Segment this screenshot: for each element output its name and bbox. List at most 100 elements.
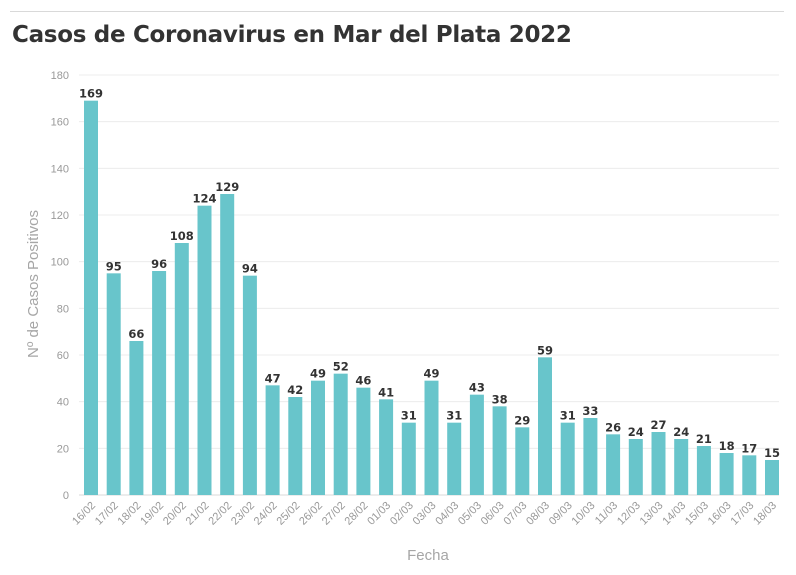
x-tick-label: 03/03 (411, 500, 439, 528)
data-label: 46 (355, 374, 371, 388)
data-label: 43 (469, 381, 485, 395)
bar (84, 100, 98, 496)
x-axis-ticks: 16/0217/0218/0219/0220/0221/0222/0223/02… (70, 500, 779, 528)
bar (106, 273, 121, 495)
top-divider (10, 11, 784, 12)
bar (492, 406, 507, 495)
bar (129, 341, 144, 495)
bar (719, 453, 734, 495)
data-label: 18 (719, 439, 735, 453)
x-tick-label: 24/02 (252, 500, 280, 528)
bar (538, 357, 552, 495)
data-label: 169 (79, 87, 103, 101)
x-tick-label: 12/03 (615, 500, 643, 528)
bar (174, 243, 189, 495)
data-label: 96 (151, 257, 167, 271)
data-label: 52 (333, 360, 349, 374)
data-label: 31 (446, 409, 462, 423)
x-tick-label: 20/02 (161, 500, 189, 528)
bar (152, 271, 167, 495)
bar (628, 439, 643, 495)
x-tick-label: 19/02 (138, 500, 166, 528)
x-tick-label: 23/02 (229, 500, 257, 528)
bar (560, 422, 575, 495)
chart-title: Casos de Coronavirus en Mar del Plata 20… (12, 22, 572, 48)
x-tick-label: 08/03 (524, 500, 552, 528)
bar (333, 373, 348, 495)
data-label: 49 (310, 367, 326, 381)
x-tick-label: 10/03 (570, 500, 598, 528)
data-label: 49 (423, 367, 439, 381)
x-tick-label: 09/03 (547, 500, 575, 528)
y-tick-label: 160 (51, 117, 69, 129)
x-tick-label: 17/02 (93, 500, 121, 528)
data-label: 42 (287, 383, 303, 397)
bar (583, 418, 598, 495)
x-tick-label: 27/02 (320, 500, 348, 528)
data-label: 15 (764, 446, 780, 460)
bar (651, 432, 666, 495)
x-tick-label: 15/03 (683, 500, 711, 528)
data-label: 33 (582, 404, 598, 418)
bar (742, 455, 757, 495)
bar (765, 460, 779, 495)
data-label: 47 (265, 371, 281, 385)
x-tick-label: 18/03 (751, 500, 779, 528)
x-tick-label: 16/02 (70, 500, 98, 528)
data-label: 124 (192, 192, 216, 206)
y-tick-label: 0 (63, 490, 69, 502)
bar (311, 380, 325, 495)
x-tick-label: 13/03 (638, 500, 666, 528)
data-label: 94 (242, 262, 258, 276)
bar (696, 446, 711, 495)
y-tick-label: 140 (51, 163, 69, 175)
bar (356, 387, 371, 495)
data-label: 26 (605, 420, 621, 434)
bar (401, 422, 416, 495)
bar (197, 205, 212, 495)
bar (379, 399, 394, 495)
x-tick-label: 14/03 (660, 500, 688, 528)
y-axis-title: Nº de Casos Positivos (25, 210, 42, 358)
bar (265, 385, 280, 495)
x-tick-label: 28/02 (343, 500, 371, 528)
data-label: 24 (673, 425, 689, 439)
data-label: 38 (492, 392, 508, 406)
data-label: 41 (378, 385, 394, 399)
data-label: 59 (537, 343, 553, 357)
y-axis-ticks: 0 20 40 60 80 100 120 140 160 180 (51, 70, 69, 502)
data-label: 17 (741, 441, 757, 455)
x-tick-label: 26/02 (297, 500, 325, 528)
bar (288, 397, 303, 495)
x-tick-label: 17/03 (728, 500, 756, 528)
data-label: 21 (696, 432, 712, 446)
bar (220, 194, 235, 495)
x-tick-label: 04/03 (433, 500, 461, 528)
x-tick-label: 25/02 (274, 500, 302, 528)
data-label: 95 (106, 259, 122, 273)
x-tick-label: 01/03 (365, 500, 393, 528)
data-label: 29 (514, 413, 530, 427)
x-tick-label: 11/03 (593, 500, 620, 527)
data-label: 66 (128, 327, 144, 341)
x-tick-label: 21/02 (184, 500, 212, 528)
y-tick-label: 40 (57, 397, 69, 409)
x-tick-label: 02/03 (388, 500, 416, 528)
x-tick-label: 16/03 (706, 500, 734, 528)
y-tick-label: 100 (51, 257, 69, 269)
bar (424, 380, 439, 495)
y-tick-label: 120 (51, 210, 69, 222)
bar (469, 394, 484, 495)
data-label: 108 (170, 229, 194, 243)
y-tick-label: 180 (51, 70, 69, 82)
bars (84, 100, 779, 496)
y-tick-label: 60 (57, 350, 69, 362)
data-label: 31 (560, 409, 576, 423)
bar (242, 275, 257, 495)
x-axis-title: Fecha (407, 547, 449, 564)
data-label: 31 (401, 409, 417, 423)
bar (515, 427, 530, 495)
data-label: 24 (628, 425, 644, 439)
